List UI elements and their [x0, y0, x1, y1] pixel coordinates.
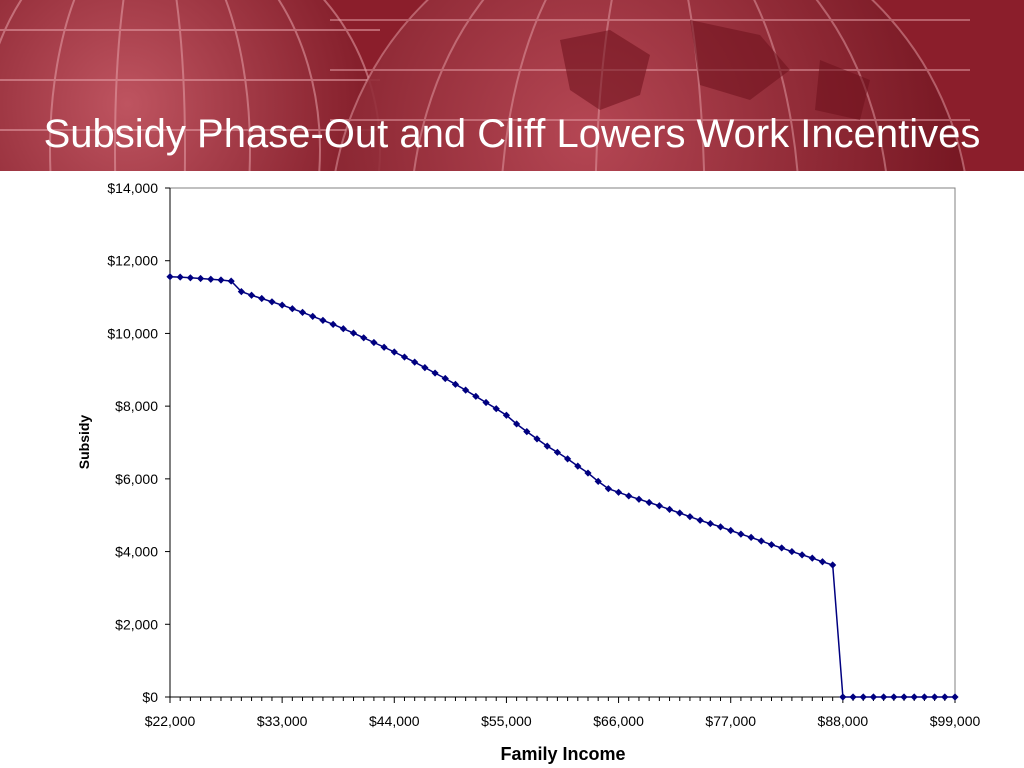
data-point [920, 693, 929, 701]
x-tick-label: $55,000 [481, 713, 532, 729]
data-point [798, 551, 806, 559]
data-point [492, 405, 500, 413]
data-point [635, 495, 643, 503]
data-point [727, 526, 735, 535]
x-tick-label: $99,000 [930, 713, 981, 729]
data-point [298, 308, 307, 316]
data-point [390, 348, 398, 356]
y-tick-labels: $0 $2,000 $4,000 $6,000 $8,000 $10,000 $12,000… [107, 180, 158, 705]
chart: $0 $2,000 $4,000 $6,000 $8,000 $10,000 $12,000… [76, 180, 981, 764]
data-point [655, 502, 663, 510]
left-globe-graphic [0, 0, 381, 171]
data-point [818, 558, 827, 566]
data-point [278, 301, 286, 309]
y-tick-label: $2,000 [115, 616, 158, 632]
data-point [543, 442, 551, 450]
data-point [747, 533, 755, 541]
data-point [482, 398, 490, 407]
data-point [808, 554, 816, 562]
data-point [839, 693, 847, 701]
data-point [665, 505, 674, 513]
right-globe-graphic [330, 0, 970, 171]
data-point [788, 547, 796, 556]
y-tick-label: $12,000 [107, 253, 158, 269]
x-tick-label: $33,000 [257, 713, 308, 729]
data-point [563, 455, 572, 463]
data-point [553, 448, 562, 456]
y-axis-title: Subsidy [76, 415, 92, 470]
plot-area-frame [169, 187, 956, 698]
data-point [268, 298, 276, 306]
data-point [849, 693, 857, 701]
data-point [737, 530, 745, 538]
data-point [829, 561, 837, 569]
x-ticks [169, 697, 956, 703]
y-tick-label: $6,000 [115, 471, 158, 487]
data-point [716, 523, 725, 531]
data-point [880, 693, 888, 701]
data-point [349, 329, 358, 337]
data-point [594, 477, 602, 486]
y-tick-label: $10,000 [107, 325, 158, 341]
data-point [941, 693, 949, 701]
data-point [166, 273, 174, 281]
y-tick-label: $8,000 [115, 398, 158, 414]
data-point [645, 498, 653, 507]
data-point [951, 693, 959, 701]
data-point [890, 693, 898, 701]
y-ticks [165, 187, 170, 698]
x-axis-title: Family Income [500, 744, 625, 764]
y-tick-label: $4,000 [115, 544, 158, 560]
y-tick-label: $0 [142, 689, 158, 705]
data-point [757, 537, 765, 545]
data-point [411, 358, 419, 366]
data-point [574, 462, 582, 470]
data-point [380, 343, 388, 351]
data-point [625, 492, 633, 500]
data-point [431, 369, 439, 377]
data-point [533, 435, 541, 443]
slide-title: Subsidy Phase-Out and Cliff Lowers Work … [43, 112, 981, 156]
data-point [686, 513, 694, 521]
x-tick-labels: $22,000 $33,000 $44,000 $55,000 $66,000 $77,0… [145, 713, 981, 729]
data-point [237, 288, 245, 296]
data-point [614, 488, 623, 496]
data-point [931, 693, 939, 701]
data-point [696, 516, 704, 524]
data-point [767, 541, 776, 549]
data-point [472, 392, 480, 400]
x-tick-label: $22,000 [145, 713, 196, 729]
data-point [604, 485, 612, 493]
data-point [584, 469, 592, 477]
x-tick-label: $44,000 [369, 713, 420, 729]
data-point [339, 325, 347, 333]
x-tick-label: $66,000 [593, 713, 644, 729]
data-point [859, 693, 867, 701]
data-point [523, 427, 531, 436]
data-point [900, 693, 908, 701]
data-point [676, 509, 684, 517]
data-point [329, 320, 337, 328]
data-point [247, 291, 256, 299]
data-point [869, 693, 878, 701]
data-point [706, 519, 714, 528]
data-point [778, 544, 786, 552]
globe-background [0, 0, 1024, 171]
x-tick-label: $77,000 [705, 713, 756, 729]
data-point [910, 693, 918, 701]
x-tick-label: $88,000 [818, 713, 869, 729]
y-tick-label: $14,000 [107, 180, 158, 196]
title-banner: Subsidy Phase-Out and Cliff Lowers Work … [0, 0, 1024, 171]
